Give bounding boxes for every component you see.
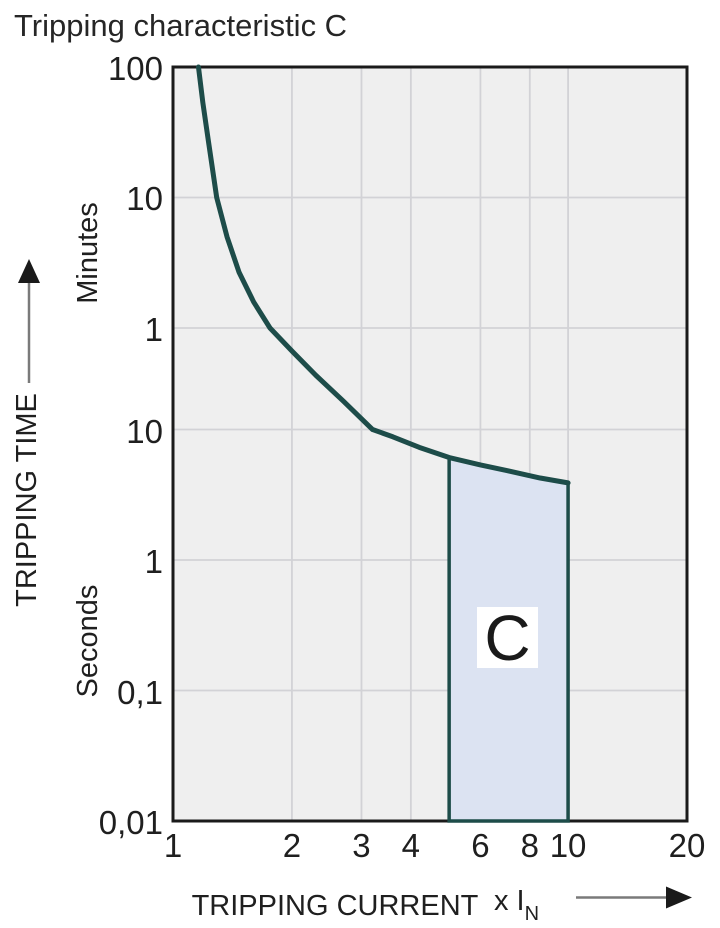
y-axis-minutes-label: Minutes (72, 202, 104, 304)
x-tick-label: 3 (352, 827, 371, 864)
right-arrow-icon (576, 886, 692, 909)
y-tick-label: 100 (107, 50, 163, 87)
plot-layer (171, 64, 689, 823)
y-tick-label: 0,1 (117, 673, 163, 711)
x-tick-label: 8 (520, 827, 539, 864)
x-tick-label: 1 (163, 827, 183, 864)
y-tick-label: 10 (126, 180, 163, 218)
y-tick-label: 1 (144, 543, 163, 581)
x-tick-label: 10 (549, 827, 587, 864)
x-tick-label: 2 (282, 827, 302, 864)
y-axis-seconds-label: Seconds (72, 584, 104, 698)
region-c-label: C (477, 602, 538, 674)
plot-background (173, 67, 687, 821)
up-arrow-icon (18, 259, 40, 383)
x-axis-title: TRIPPING CURRENT (191, 890, 479, 922)
y-tick-label: 1 (144, 310, 163, 348)
chart-title: Tripping characteristic C (14, 8, 348, 43)
y-tick-label: 10 (126, 412, 163, 450)
y-axis-title: TRIPPING TIME (11, 393, 43, 607)
plot-border (171, 65, 689, 823)
x-tick-label: 20 (668, 827, 706, 864)
x-tick-label: 6 (471, 827, 490, 864)
x-axis-unit-subscript: N (524, 903, 540, 925)
x-tick-label: 4 (401, 827, 421, 864)
y-tick-label: 0,01 (98, 804, 163, 841)
tripping-curve (195, 64, 571, 486)
x-axis-unit-prefix: x I (494, 885, 525, 917)
